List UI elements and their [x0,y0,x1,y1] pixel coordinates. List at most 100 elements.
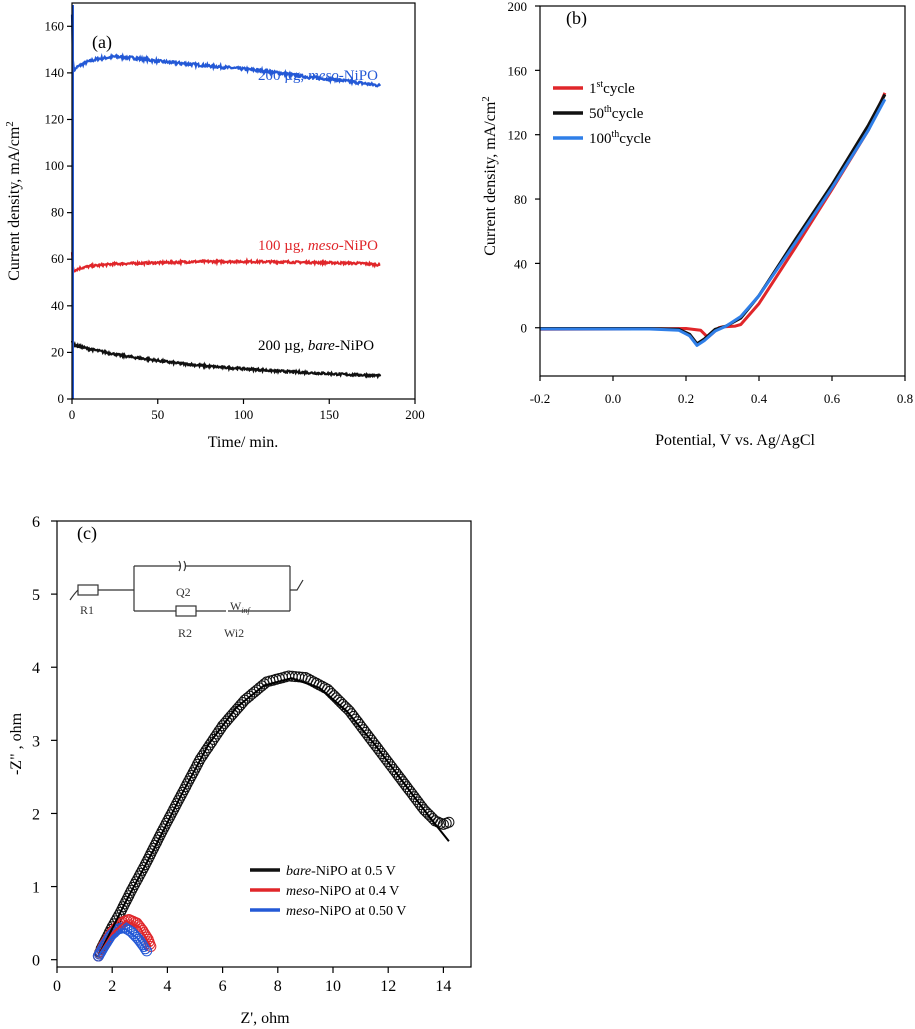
c-fit-line-0 [97,677,450,957]
c-marker-0-79 [211,728,223,740]
c-marker-0-80 [213,725,225,737]
a-ytick-label-6: 120 [45,111,65,126]
circuit-cpe-q2 [178,560,187,572]
series-line-a2 [70,340,382,380]
b-xtick-label-1: 0.0 [605,391,621,406]
panel-b: -0.2 0.0 0.2 0.4 0.6 0.8 0 40 80 120 160 200 (b) Po… [480,0,913,449]
c-marker-0-77 [207,733,219,745]
c-marker-0-65 [187,767,199,779]
b-xtick-label-5: 0.8 [897,391,913,406]
c-marker-0-124 [326,688,338,700]
b-legend-label-2: 100thcycle [589,129,651,147]
c-marker-0-118 [310,677,322,689]
c-marker-0-92 [237,697,249,708]
c-xtick-label-1: 2 [108,978,116,995]
panel-a: 0 50 100 150 200 0 20 40 60 80 100 120 140 160 (a) Ti… [4,2,425,451]
a-xtick-label-3: 150 [320,407,340,422]
b-xtick-label-2: 0.2 [678,391,694,406]
c-marker-2-24 [132,933,144,945]
circuit-wire-right [290,579,304,591]
a-ytick-label-0: 0 [58,391,65,406]
c-marker-0-71 [196,750,208,762]
c-marker-0-173 [425,810,437,822]
a-ytick-label-3: 60 [51,251,64,266]
b-legend-label-0: 1stcycle [589,79,635,97]
c-xtick-label-6: 12 [380,978,396,995]
c-marker-0-47 [160,817,172,829]
c-ytick-label-1: 1 [32,880,40,897]
c-marker-0-29 [135,867,147,879]
a-xtick-label-2: 100 [234,407,254,422]
c-marker-0-69 [193,755,205,767]
c-ytick-label-3: 3 [32,733,40,750]
c-marker-0-23 [126,884,137,896]
circuit-wire-left [69,589,79,601]
c-marker-0-26 [130,876,142,888]
panel-b-plot-frame [539,5,906,377]
circuit-label-r2: R2 [178,626,192,640]
circuit-label-q2: Q2 [176,585,191,599]
c-marker-1-26 [134,921,146,933]
c-marker-0-48 [162,815,174,826]
panel-b-label: (b) [566,8,587,29]
c-xtick-label-3: 6 [219,978,227,995]
c-legend-label-1: meso-NiPO at 0.4 V [286,884,399,899]
a-ytick-label-2: 40 [51,298,64,313]
c-marker-1-end [145,941,157,953]
b-xtick-label-0: -0.2 [530,391,551,406]
circuit-label-wi2: Wi2 [224,626,244,640]
c-marker-0-50 [165,809,177,821]
c-series-markers-0 [92,670,455,962]
b-ytick-label-0: 0 [521,321,528,336]
circuit-label-r1: R1 [80,603,94,617]
panel-c-plot-frame [56,520,472,968]
a-xtick-label-4: 200 [405,407,425,422]
c-ytick-label-2: 2 [32,806,40,823]
c-marker-0-78 [209,731,221,743]
b-xtick-label-3: 0.4 [751,391,768,406]
a-ytick-label-4: 80 [51,205,64,220]
c-marker-0-45 [157,823,169,835]
panel-c-label: (c) [77,523,97,544]
b-ytick-label-3: 120 [508,128,528,143]
panel-b-ylabel: Current density, mA/cm2 [480,96,499,256]
c-series-markers-2 [92,922,153,962]
c-marker-0-54 [171,798,183,810]
c-xtick-label-0: 0 [53,978,61,995]
c-ytick-label-5: 5 [32,587,40,604]
c-marker-0-72 [198,747,210,759]
c-marker-0-28 [133,870,145,882]
panel-a-ylabel-main: Current density, mA/cm [6,126,23,281]
series-label-a0: 200 µg, meso-NiPO [258,68,378,84]
b-ytick-label-2: 80 [514,192,527,207]
c-marker-0-end [443,816,455,828]
c-marker-0-170 [418,804,430,816]
c-ytick-label-4: 4 [32,660,40,677]
c-marker-0-73 [200,744,212,756]
circuit-label-w: Winf [230,599,252,615]
series-label-a2: 200 µg, bare-NiPO [258,338,374,354]
panel-a-ylabel-sup: 2 [4,121,16,127]
b-xtick-label-4: 0.6 [824,391,841,406]
c-marker-0-55 [172,795,184,807]
c-fit-line-2 [97,927,148,957]
b-ytick-label-5: 200 [508,0,528,14]
c-marker-0-56 [174,792,186,804]
c-legend-label-2: meso-NiPO at 0.50 V [286,904,406,919]
equivalent-circuit-inset [69,560,304,617]
c-marker-0-63 [184,772,196,784]
circuit-resistor-r1 [77,584,99,596]
series-label-a1: 100 µg, meso-NiPO [258,238,378,254]
a-ytick-label-1: 20 [51,344,64,359]
c-ytick-label-6: 6 [32,514,40,531]
series-line-b0 [539,92,887,339]
c-marker-0-64 [186,770,198,781]
b-ytick-label-4: 160 [508,63,528,78]
b-legend-label-1: 50thcycle [589,104,644,122]
c-marker-0-68 [192,758,203,770]
c-marker-0-57 [175,789,187,801]
c-ytick-label-0: 0 [32,953,40,970]
c-marker-2-26 [135,937,147,949]
c-fit-line-1 [97,919,152,957]
